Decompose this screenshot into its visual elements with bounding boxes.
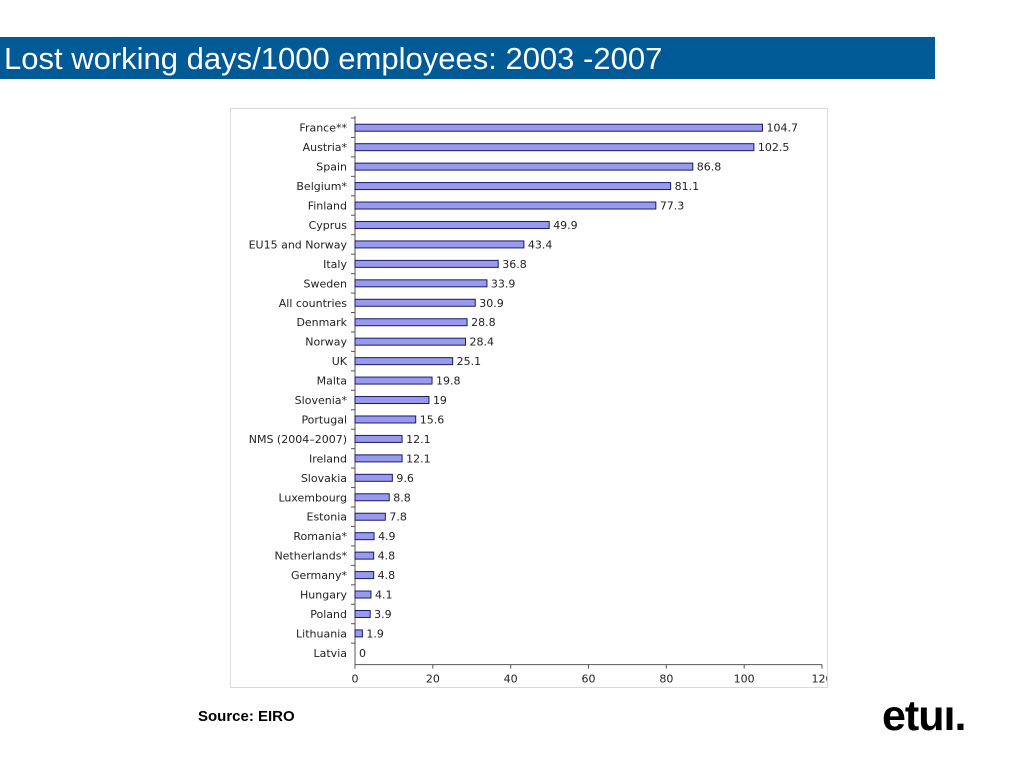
category-label: Italy (323, 258, 347, 271)
slide-title: Lost working days/1000 employees: 2003 -… (4, 41, 663, 76)
bar (354, 590, 372, 599)
value-label: 33.9 (491, 277, 516, 290)
value-label: 77.3 (660, 200, 685, 213)
value-label: 86.8 (697, 161, 722, 174)
value-label: 25.1 (457, 355, 482, 368)
bar (354, 279, 488, 288)
x-tick-label: 60 (582, 673, 596, 686)
bar (354, 454, 403, 463)
value-label: 81.1 (675, 180, 700, 193)
value-label: 4.9 (378, 530, 396, 543)
value-label: 3.9 (374, 608, 392, 621)
category-label: NMS (2004–2007) (249, 433, 347, 446)
bar (354, 376, 433, 385)
value-label: 12.1 (406, 452, 431, 465)
bar (354, 143, 755, 152)
category-label: France** (299, 122, 347, 135)
value-label: 28.4 (470, 336, 495, 349)
bar (354, 259, 499, 268)
x-tick-label: 80 (659, 673, 673, 686)
category-label: Malta (317, 375, 347, 388)
category-label: Netherlands* (274, 550, 347, 563)
bar (354, 415, 417, 424)
category-label: Estonia (307, 511, 348, 524)
bar (354, 318, 468, 327)
category-label: Ireland (309, 452, 347, 465)
value-label: 43.4 (528, 238, 553, 251)
bar (354, 201, 657, 210)
value-label: 19 (433, 394, 447, 407)
category-label: Hungary (300, 589, 347, 602)
category-label: EU15 and Norway (249, 238, 348, 251)
category-label: UK (332, 355, 348, 368)
x-tick-label: 100 (734, 673, 755, 686)
bar (354, 396, 430, 405)
category-label: Cyprus (309, 219, 348, 232)
category-label: Slovenia* (295, 394, 348, 407)
bar (354, 298, 476, 307)
bar (354, 220, 550, 229)
bar (354, 571, 375, 580)
bar (354, 512, 386, 521)
value-label: 8.8 (393, 491, 411, 504)
x-tick-label: 0 (352, 673, 359, 686)
value-label: 7.8 (389, 511, 407, 524)
bar (354, 434, 403, 443)
category-label: Belgium* (296, 180, 347, 193)
category-label: Slovakia (301, 472, 347, 485)
bar (354, 182, 672, 191)
category-label: Finland (308, 200, 347, 213)
category-label: Austria* (303, 141, 348, 154)
title-bar: Lost working days/1000 employees: 2003 -… (0, 37, 935, 79)
bar (354, 532, 375, 541)
bar (354, 240, 525, 249)
category-label: Germany* (291, 569, 348, 582)
bar (354, 629, 363, 638)
category-label: Poland (310, 608, 347, 621)
source-note: Source: EIRO (198, 708, 295, 725)
x-tick-label: 20 (426, 673, 440, 686)
value-label: 36.8 (502, 258, 527, 271)
value-label: 28.8 (471, 316, 496, 329)
value-label: 1.9 (366, 627, 384, 640)
x-tick-label: 40 (504, 673, 518, 686)
category-label: All countries (279, 297, 348, 310)
bar (354, 551, 375, 560)
bar (354, 162, 694, 171)
category-label: Luxembourg (278, 491, 347, 504)
value-label: 4.8 (378, 550, 396, 563)
bar (354, 123, 763, 132)
value-label: 19.8 (436, 375, 461, 388)
value-label: 102.5 (758, 141, 790, 154)
bar (354, 493, 390, 502)
value-label: 4.8 (378, 569, 396, 582)
category-label: Spain (316, 161, 347, 174)
category-label: Sweden (304, 277, 347, 290)
category-label: Romania* (293, 530, 347, 543)
category-label: Lithuania (296, 627, 347, 640)
etui-logo: etuı. (882, 692, 966, 740)
value-label: 49.9 (553, 219, 578, 232)
value-label: 104.7 (766, 122, 798, 135)
value-label: 4.1 (375, 589, 393, 602)
chart-frame: France** 104.7 Austria* 102.5 Spain 86.8 Belgi… (230, 108, 828, 688)
value-label: 30.9 (479, 297, 504, 310)
value-label: 15.6 (420, 413, 445, 426)
x-tick-label: 120 (812, 673, 828, 686)
bar-chart: France** 104.7 Austria* 102.5 Spain 86.8 Belgi… (249, 116, 828, 686)
category-label: Denmark (296, 316, 347, 329)
category-label: Latvia (314, 647, 348, 660)
category-label: Portugal (301, 413, 347, 426)
value-label: 9.6 (396, 472, 414, 485)
bar (354, 609, 371, 618)
category-label: Norway (305, 336, 347, 349)
value-label: 12.1 (406, 433, 431, 446)
bar (354, 357, 454, 366)
bar (354, 337, 467, 346)
bar (354, 473, 393, 482)
value-label: 0 (359, 647, 366, 660)
